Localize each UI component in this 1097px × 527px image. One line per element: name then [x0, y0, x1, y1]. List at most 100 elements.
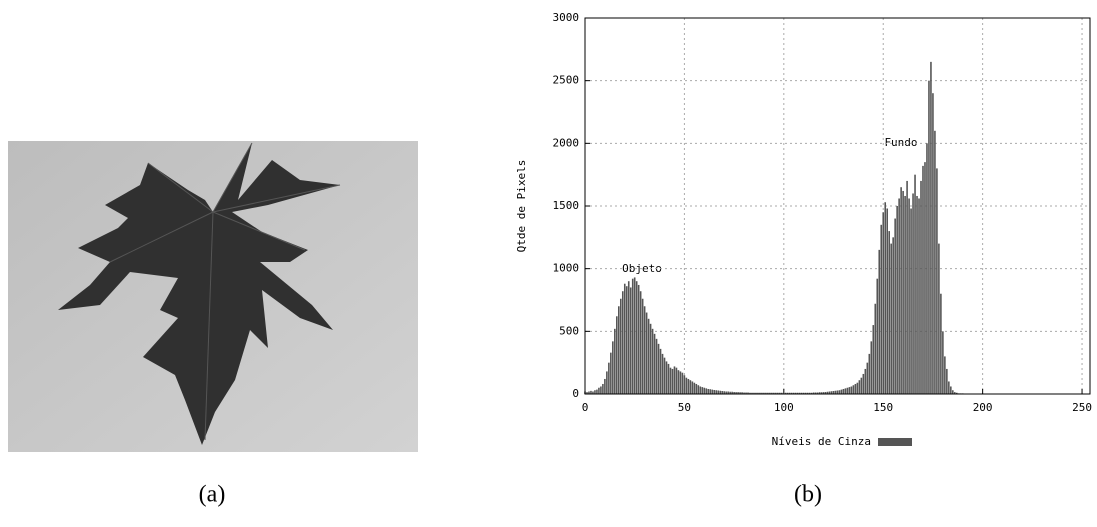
bar — [769, 392, 771, 394]
bar — [878, 249, 881, 394]
bar — [838, 390, 841, 394]
bar — [954, 392, 956, 394]
bar — [870, 341, 873, 394]
x-tick-label: 250 — [1072, 401, 1092, 414]
bar — [948, 381, 950, 394]
bar — [848, 387, 851, 394]
bar — [828, 391, 831, 394]
bar — [653, 333, 656, 394]
bar — [946, 368, 948, 394]
bar — [657, 343, 660, 394]
bar — [663, 357, 666, 394]
bar — [695, 383, 698, 394]
y-axis-label: Qtde de Pixels — [515, 160, 528, 253]
bar — [677, 370, 680, 394]
bar — [914, 174, 916, 394]
bar — [858, 380, 861, 394]
bar — [618, 306, 620, 394]
bar — [916, 195, 918, 394]
bar — [781, 392, 783, 394]
bar — [743, 392, 745, 394]
bar — [749, 392, 751, 394]
y-tick-label: 0 — [572, 387, 579, 400]
bar — [785, 392, 787, 394]
bar — [707, 388, 710, 394]
bar — [896, 206, 898, 394]
leaf-photo — [8, 141, 418, 452]
bar — [759, 392, 761, 394]
bar — [928, 80, 930, 395]
bar — [731, 391, 733, 394]
bar — [683, 375, 686, 394]
bar — [844, 388, 847, 394]
bar — [590, 390, 592, 394]
bar — [810, 392, 813, 394]
bar — [874, 303, 877, 394]
bar — [717, 390, 720, 394]
bar — [840, 389, 843, 394]
bar — [600, 386, 602, 394]
bar — [816, 392, 819, 394]
bar — [775, 392, 777, 394]
bar — [852, 385, 855, 394]
bar — [788, 392, 791, 394]
bar — [804, 392, 807, 394]
bar — [796, 392, 799, 394]
bar — [830, 391, 833, 394]
bar — [790, 392, 793, 394]
bar — [777, 392, 779, 394]
bar — [906, 180, 908, 394]
legend-swatch — [878, 438, 912, 446]
caption: (b) — [794, 482, 822, 508]
bar — [862, 373, 865, 394]
bar — [942, 331, 944, 394]
bar — [729, 391, 731, 394]
bar — [625, 286, 628, 394]
bar — [647, 318, 650, 394]
bar — [685, 377, 688, 394]
y-tick-label: 500 — [559, 324, 579, 337]
bar — [705, 388, 708, 394]
bar — [639, 291, 642, 394]
bar — [856, 382, 859, 394]
bar — [812, 392, 815, 394]
x-tick-label: 50 — [678, 401, 691, 414]
bar — [908, 198, 910, 394]
bar — [747, 392, 749, 394]
bar — [659, 348, 662, 394]
bar — [773, 392, 775, 394]
bar — [898, 198, 900, 394]
bar — [767, 392, 769, 394]
bar — [802, 392, 805, 394]
bar — [920, 180, 922, 394]
bar — [616, 316, 618, 394]
bar — [936, 168, 938, 394]
bar — [890, 243, 892, 394]
y-tick-label: 2000 — [553, 136, 580, 149]
bar — [836, 390, 839, 394]
bar — [679, 371, 682, 394]
bar — [733, 391, 735, 394]
bar — [934, 130, 936, 395]
bar — [902, 190, 904, 394]
bar — [846, 387, 849, 394]
bar — [894, 218, 896, 394]
bar — [713, 389, 716, 394]
bar — [669, 367, 672, 394]
legend-label: Níveis de Cinza — [772, 435, 871, 448]
bar — [854, 383, 857, 394]
x-tick-label: 150 — [873, 401, 893, 414]
bar — [689, 380, 692, 394]
bar — [739, 392, 741, 394]
bar — [604, 378, 606, 394]
bar — [761, 392, 763, 394]
bar — [723, 391, 725, 394]
bar — [727, 391, 729, 394]
bar — [645, 312, 648, 394]
bar — [860, 377, 863, 394]
x-tick-label: 100 — [774, 401, 794, 414]
bar — [637, 284, 640, 394]
bar — [814, 392, 817, 394]
bar — [800, 392, 803, 394]
bar — [886, 208, 888, 394]
